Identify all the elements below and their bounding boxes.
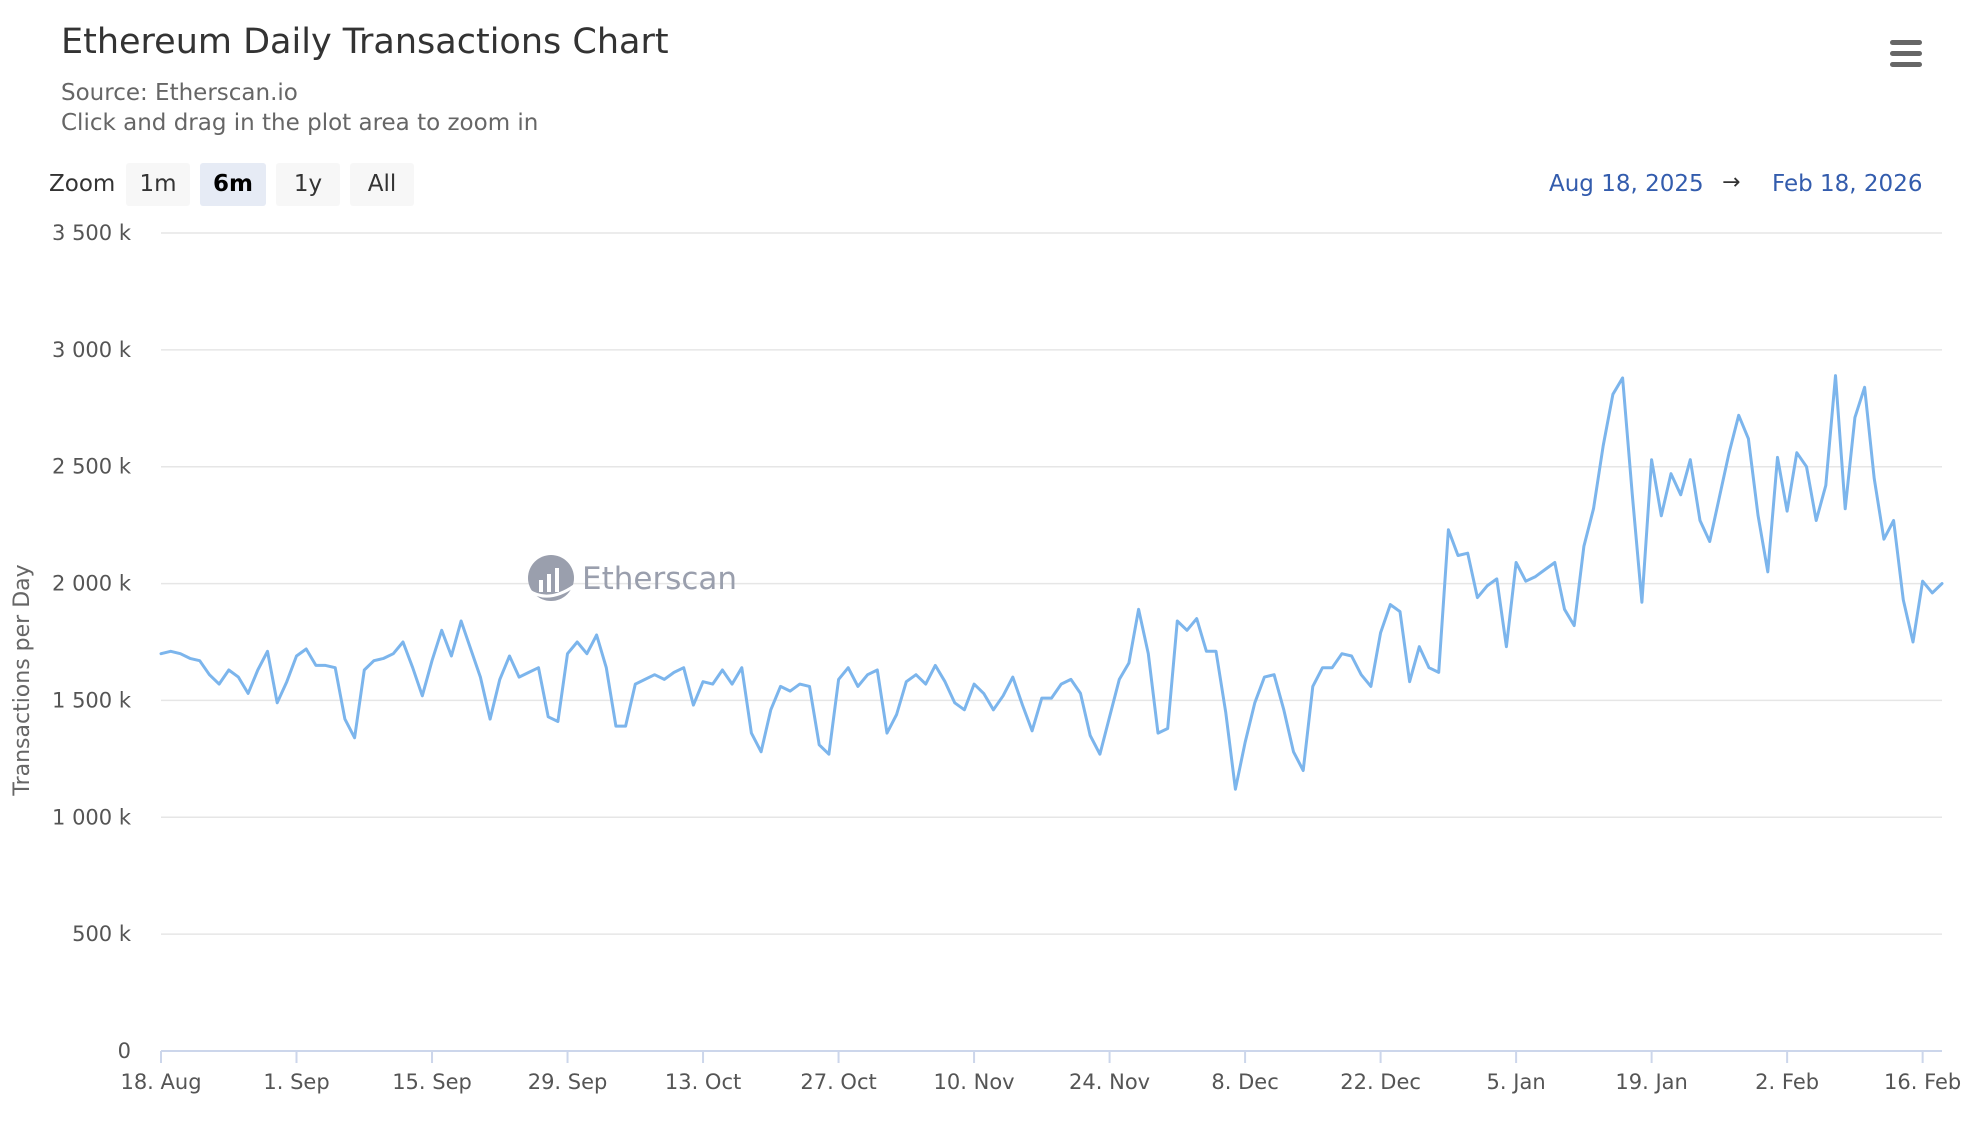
x-tick-label: 29. Sep xyxy=(528,1070,608,1094)
y-tick-label: 500 k xyxy=(72,922,132,946)
range-end-date[interactable]: Feb 18, 2026 xyxy=(1772,171,1923,197)
series-line-transactions[interactable] xyxy=(159,374,1944,791)
y-tick-label: 2 000 k xyxy=(52,572,132,596)
x-tick-label: 13. Oct xyxy=(665,1070,741,1094)
x-tick-label: 19. Jan xyxy=(1615,1070,1687,1094)
zoom-all-button[interactable]: All xyxy=(350,163,414,206)
x-tick-label: 18. Aug xyxy=(120,1070,201,1094)
x-tick-label: 8. Dec xyxy=(1211,1070,1278,1094)
x-tick-label: 2. Feb xyxy=(1755,1070,1819,1094)
range-start-date[interactable]: Aug 18, 2025 xyxy=(1549,171,1704,197)
etherscan-watermark: Etherscan xyxy=(527,555,737,601)
hamburger-menu-icon[interactable] xyxy=(1886,36,1926,72)
x-tick-label: 1. Sep xyxy=(263,1070,329,1094)
x-tick-label: 24. Nov xyxy=(1069,1070,1150,1094)
x-tick-label: 15. Sep xyxy=(392,1070,472,1094)
etherscan-logo-icon xyxy=(527,555,575,601)
y-axis-title: Transactions per Day xyxy=(10,564,35,796)
zoom-instruction: Click and drag in the plot area to zoom … xyxy=(61,110,539,136)
y-tick-label: 3 500 k xyxy=(52,221,132,245)
zoom-6m-button[interactable]: 6m xyxy=(200,163,266,206)
y-tick-label: 1 500 k xyxy=(52,688,132,712)
zoom-1m-button[interactable]: 1m xyxy=(126,163,190,206)
x-tick-label: 16. Feb xyxy=(1884,1070,1961,1094)
range-arrow: → xyxy=(1722,170,1741,195)
etherscan-watermark-text: Etherscan xyxy=(582,561,737,597)
chart-title: Ethereum Daily Transactions Chart xyxy=(61,22,669,62)
zoom-1y-button[interactable]: 1y xyxy=(276,163,340,206)
x-tick-label: 27. Oct xyxy=(800,1070,876,1094)
x-tick-label: 5. Jan xyxy=(1487,1070,1546,1094)
chart-subtitle: Source: Etherscan.io xyxy=(61,80,298,106)
y-tick-label: 0 xyxy=(118,1039,131,1063)
x-tick-label: 10. Nov xyxy=(934,1070,1015,1094)
y-tick-label: 2 500 k xyxy=(52,455,132,479)
zoom-label: Zoom xyxy=(49,171,116,197)
y-tick-label: 1 000 k xyxy=(52,805,132,829)
y-tick-label: 3 000 k xyxy=(52,338,132,362)
x-tick-label: 22. Dec xyxy=(1340,1070,1421,1094)
